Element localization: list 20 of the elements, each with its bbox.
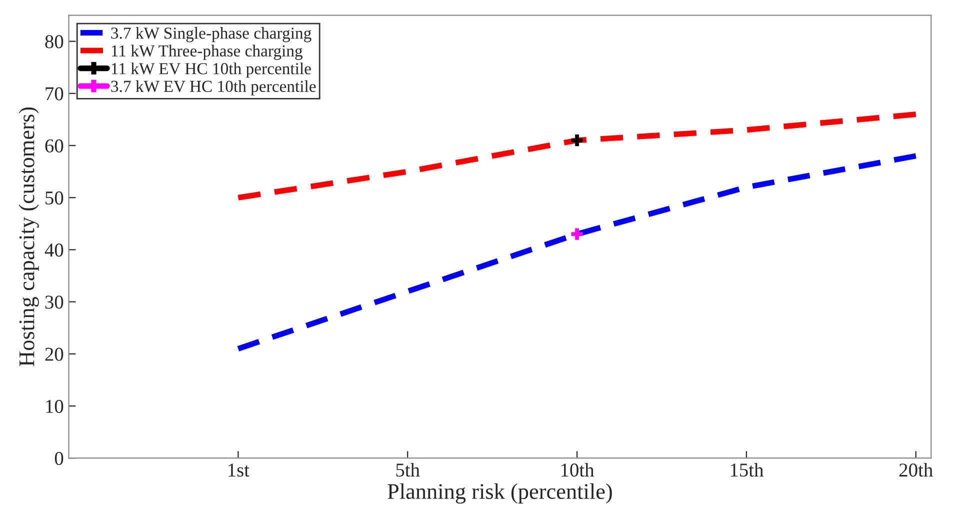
y-tick-label: 50 (46, 191, 64, 205)
y-tick-label: 60 (45, 139, 64, 152)
y-tick-label: 40 (44, 244, 64, 257)
x-tick-label: 1st (228, 464, 250, 477)
y-tick-label: 70 (46, 87, 64, 100)
x-axis-title: Planning risk (percentile) (388, 483, 612, 504)
y-axis-title: Hosting capacity (customers) (18, 107, 39, 366)
x-tick-label: 15th (730, 462, 764, 477)
y-tick-label: 30 (45, 296, 64, 309)
x-tick-label: 20th (899, 462, 933, 477)
x-tick-label: 10th (561, 462, 594, 477)
y-tick-label: 0 (54, 452, 64, 466)
y-tick-label: 10 (46, 400, 64, 413)
x-tick-label: 5th (396, 462, 420, 477)
legend-label: 3.7 kW Single-phase charging (111, 27, 312, 42)
y-tick-label: 80 (45, 35, 64, 48)
legend-label: 11 kW Three-phase charging (112, 44, 303, 60)
legend-label: 3.7 kW EV HC 10th percentile (111, 80, 316, 96)
legend-label: 11 kW EV HC 10th percentile (112, 62, 311, 78)
y-tick-label: 20 (45, 348, 64, 361)
